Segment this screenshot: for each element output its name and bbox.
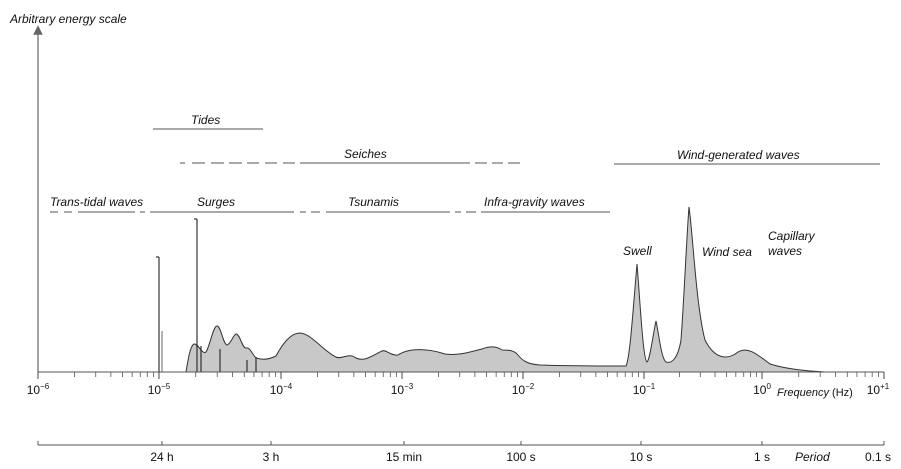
y-axis-label: Arbitrary energy scale <box>9 12 127 26</box>
period-tick-label-4: 100 s <box>506 450 535 464</box>
band-label-tides: Tides <box>191 113 220 127</box>
band-lines <box>50 128 880 213</box>
period-tick-labels: 24 h 3 h 15 min 100 s 10 s 1 s 0.1 s <box>150 450 891 464</box>
band-labels: Tides Seiches Wind-generated waves Trans… <box>50 113 800 209</box>
freq-tick-label-7: 10 <box>753 383 767 397</box>
band-label-trans-tidal: Trans-tidal waves <box>50 195 143 209</box>
band-label-wind-generated: Wind-generated waves <box>677 148 800 162</box>
peak-labels: Swell Wind sea Capillary waves <box>623 229 816 259</box>
period-axis-label: Period <box>795 450 830 464</box>
svg-text:10+1: 10+1 <box>867 382 890 397</box>
freq-tick-label-1: 10 <box>27 383 41 397</box>
svg-text:10−6: 10−6 <box>27 382 50 397</box>
period-tick-label-6: 1 s <box>754 450 770 464</box>
peak-label-capillary: Capillary <box>768 229 816 243</box>
frequency-tick-labels: 10−6 10−5 10−4 10−3 10−2 10−1 100 10+1 <box>27 382 890 397</box>
freq-tick-label-3: 10 <box>270 383 284 397</box>
band-label-seiches: Seiches <box>344 147 387 161</box>
band-label-infra-gravity: Infra-gravity waves <box>484 195 585 209</box>
freq-tick-label-2: 10 <box>148 383 162 397</box>
band-label-surges: Surges <box>197 195 235 209</box>
period-axis-ticks <box>37 441 885 445</box>
freq-tick-label-6: 10 <box>633 383 647 397</box>
period-tick-label-1: 24 h <box>150 450 173 464</box>
peak-label-capillary-waves: waves <box>768 244 802 258</box>
freq-tick-label-8: 10 <box>867 383 881 397</box>
svg-text:10−5: 10−5 <box>148 382 171 397</box>
period-tick-label-5: 10 s <box>630 450 653 464</box>
frequency-axis-label: Frequency (Hz) <box>777 387 853 399</box>
svg-text:10−1: 10−1 <box>633 382 656 397</box>
freq-tick-label-4: 10 <box>391 383 405 397</box>
tidal-spikes <box>156 218 257 372</box>
svg-text:10−3: 10−3 <box>391 382 414 397</box>
period-tick-label-7: 0.1 s <box>865 450 891 464</box>
svg-text:10−2: 10−2 <box>512 382 535 397</box>
period-tick-label-3: 15 min <box>386 450 422 464</box>
freq-tick-label-5: 10 <box>512 383 526 397</box>
energy-spectrum-area <box>185 206 827 373</box>
svg-text:100: 100 <box>753 382 771 397</box>
peak-label-swell: Swell <box>623 244 652 258</box>
frequency-axis-ticks <box>37 372 885 379</box>
band-label-tsunamis: Tsunamis <box>348 195 399 209</box>
period-tick-label-2: 3 h <box>263 450 280 464</box>
peak-label-wind-sea: Wind sea <box>702 245 752 259</box>
svg-text:10−4: 10−4 <box>270 382 293 397</box>
